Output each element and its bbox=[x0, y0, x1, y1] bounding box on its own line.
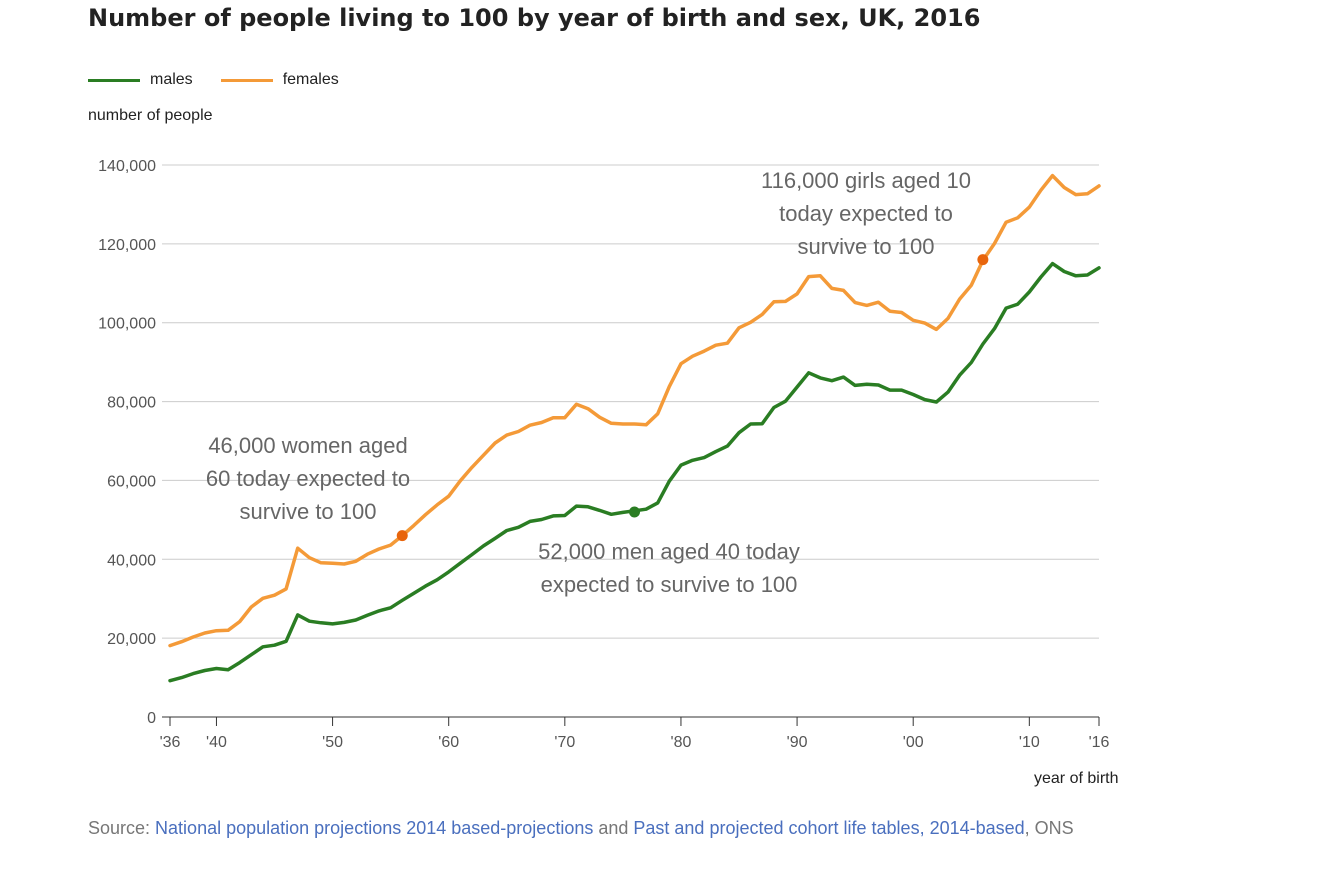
annotation-marker-females bbox=[977, 254, 989, 266]
source-link-population-projections[interactable]: National population projections 2014 bas… bbox=[155, 818, 594, 838]
annotation-text: today expected to bbox=[779, 201, 953, 226]
x-tick-label: '50 bbox=[322, 734, 343, 751]
x-tick-label: '70 bbox=[554, 734, 575, 751]
legend-label-females: females bbox=[282, 71, 339, 88]
legend: males females bbox=[88, 71, 367, 89]
legend-item-females: females bbox=[220, 71, 339, 89]
annotation-text: expected to survive to 100 bbox=[541, 572, 798, 597]
x-tick-label: '40 bbox=[206, 734, 227, 751]
source-prefix: Source: bbox=[88, 818, 156, 838]
x-tick-label: '10 bbox=[1019, 734, 1040, 751]
chart-title: Number of people living to 100 by year o… bbox=[88, 4, 981, 32]
source-mid: and bbox=[593, 818, 634, 838]
x-tick-label: '36 bbox=[160, 734, 181, 751]
x-tick-label: '60 bbox=[438, 734, 459, 751]
y-tick-label: 100,000 bbox=[98, 316, 156, 333]
annotation-marker-females bbox=[396, 530, 408, 542]
y-tick-label: 120,000 bbox=[98, 237, 156, 254]
y-tick-label: 0 bbox=[147, 710, 156, 727]
x-tick-label: '80 bbox=[671, 734, 692, 751]
annotation-text: 46,000 women aged bbox=[208, 433, 407, 458]
y-tick-label: 20,000 bbox=[107, 631, 156, 648]
x-tick-label: '00 bbox=[903, 734, 924, 751]
x-tick-label: '16 bbox=[1089, 734, 1110, 751]
y-tick-label: 140,000 bbox=[98, 158, 156, 175]
annotation-text: 52,000 men aged 40 today bbox=[538, 539, 800, 564]
annotation-marker-males bbox=[629, 506, 640, 518]
source-link-cohort-life-tables[interactable]: Past and projected cohort life tables, 2… bbox=[633, 818, 1025, 838]
source-suffix: , ONS bbox=[1024, 818, 1074, 838]
annotation-text: 60 today expected to bbox=[206, 466, 410, 491]
legend-label-males: males bbox=[150, 71, 193, 88]
annotation-text: survive to 100 bbox=[240, 499, 377, 524]
y-tick-label: 80,000 bbox=[107, 395, 156, 412]
series-line-females bbox=[168, 173, 1101, 648]
y-tick-label: 60,000 bbox=[107, 473, 156, 490]
x-tick-label: '90 bbox=[787, 734, 808, 751]
annotation-text: survive to 100 bbox=[798, 234, 935, 259]
source-note: Source: National population projections … bbox=[88, 816, 1148, 840]
legend-swatch-males bbox=[88, 78, 140, 82]
legend-swatch-females bbox=[220, 78, 273, 82]
y-tick-label: 40,000 bbox=[107, 552, 156, 569]
legend-item-males: males bbox=[88, 71, 193, 89]
y-axis-label: number of people bbox=[88, 107, 213, 124]
annotation-text: 116,000 girls aged 10 bbox=[761, 168, 971, 193]
x-axis-label: year of birth bbox=[1034, 770, 1119, 787]
